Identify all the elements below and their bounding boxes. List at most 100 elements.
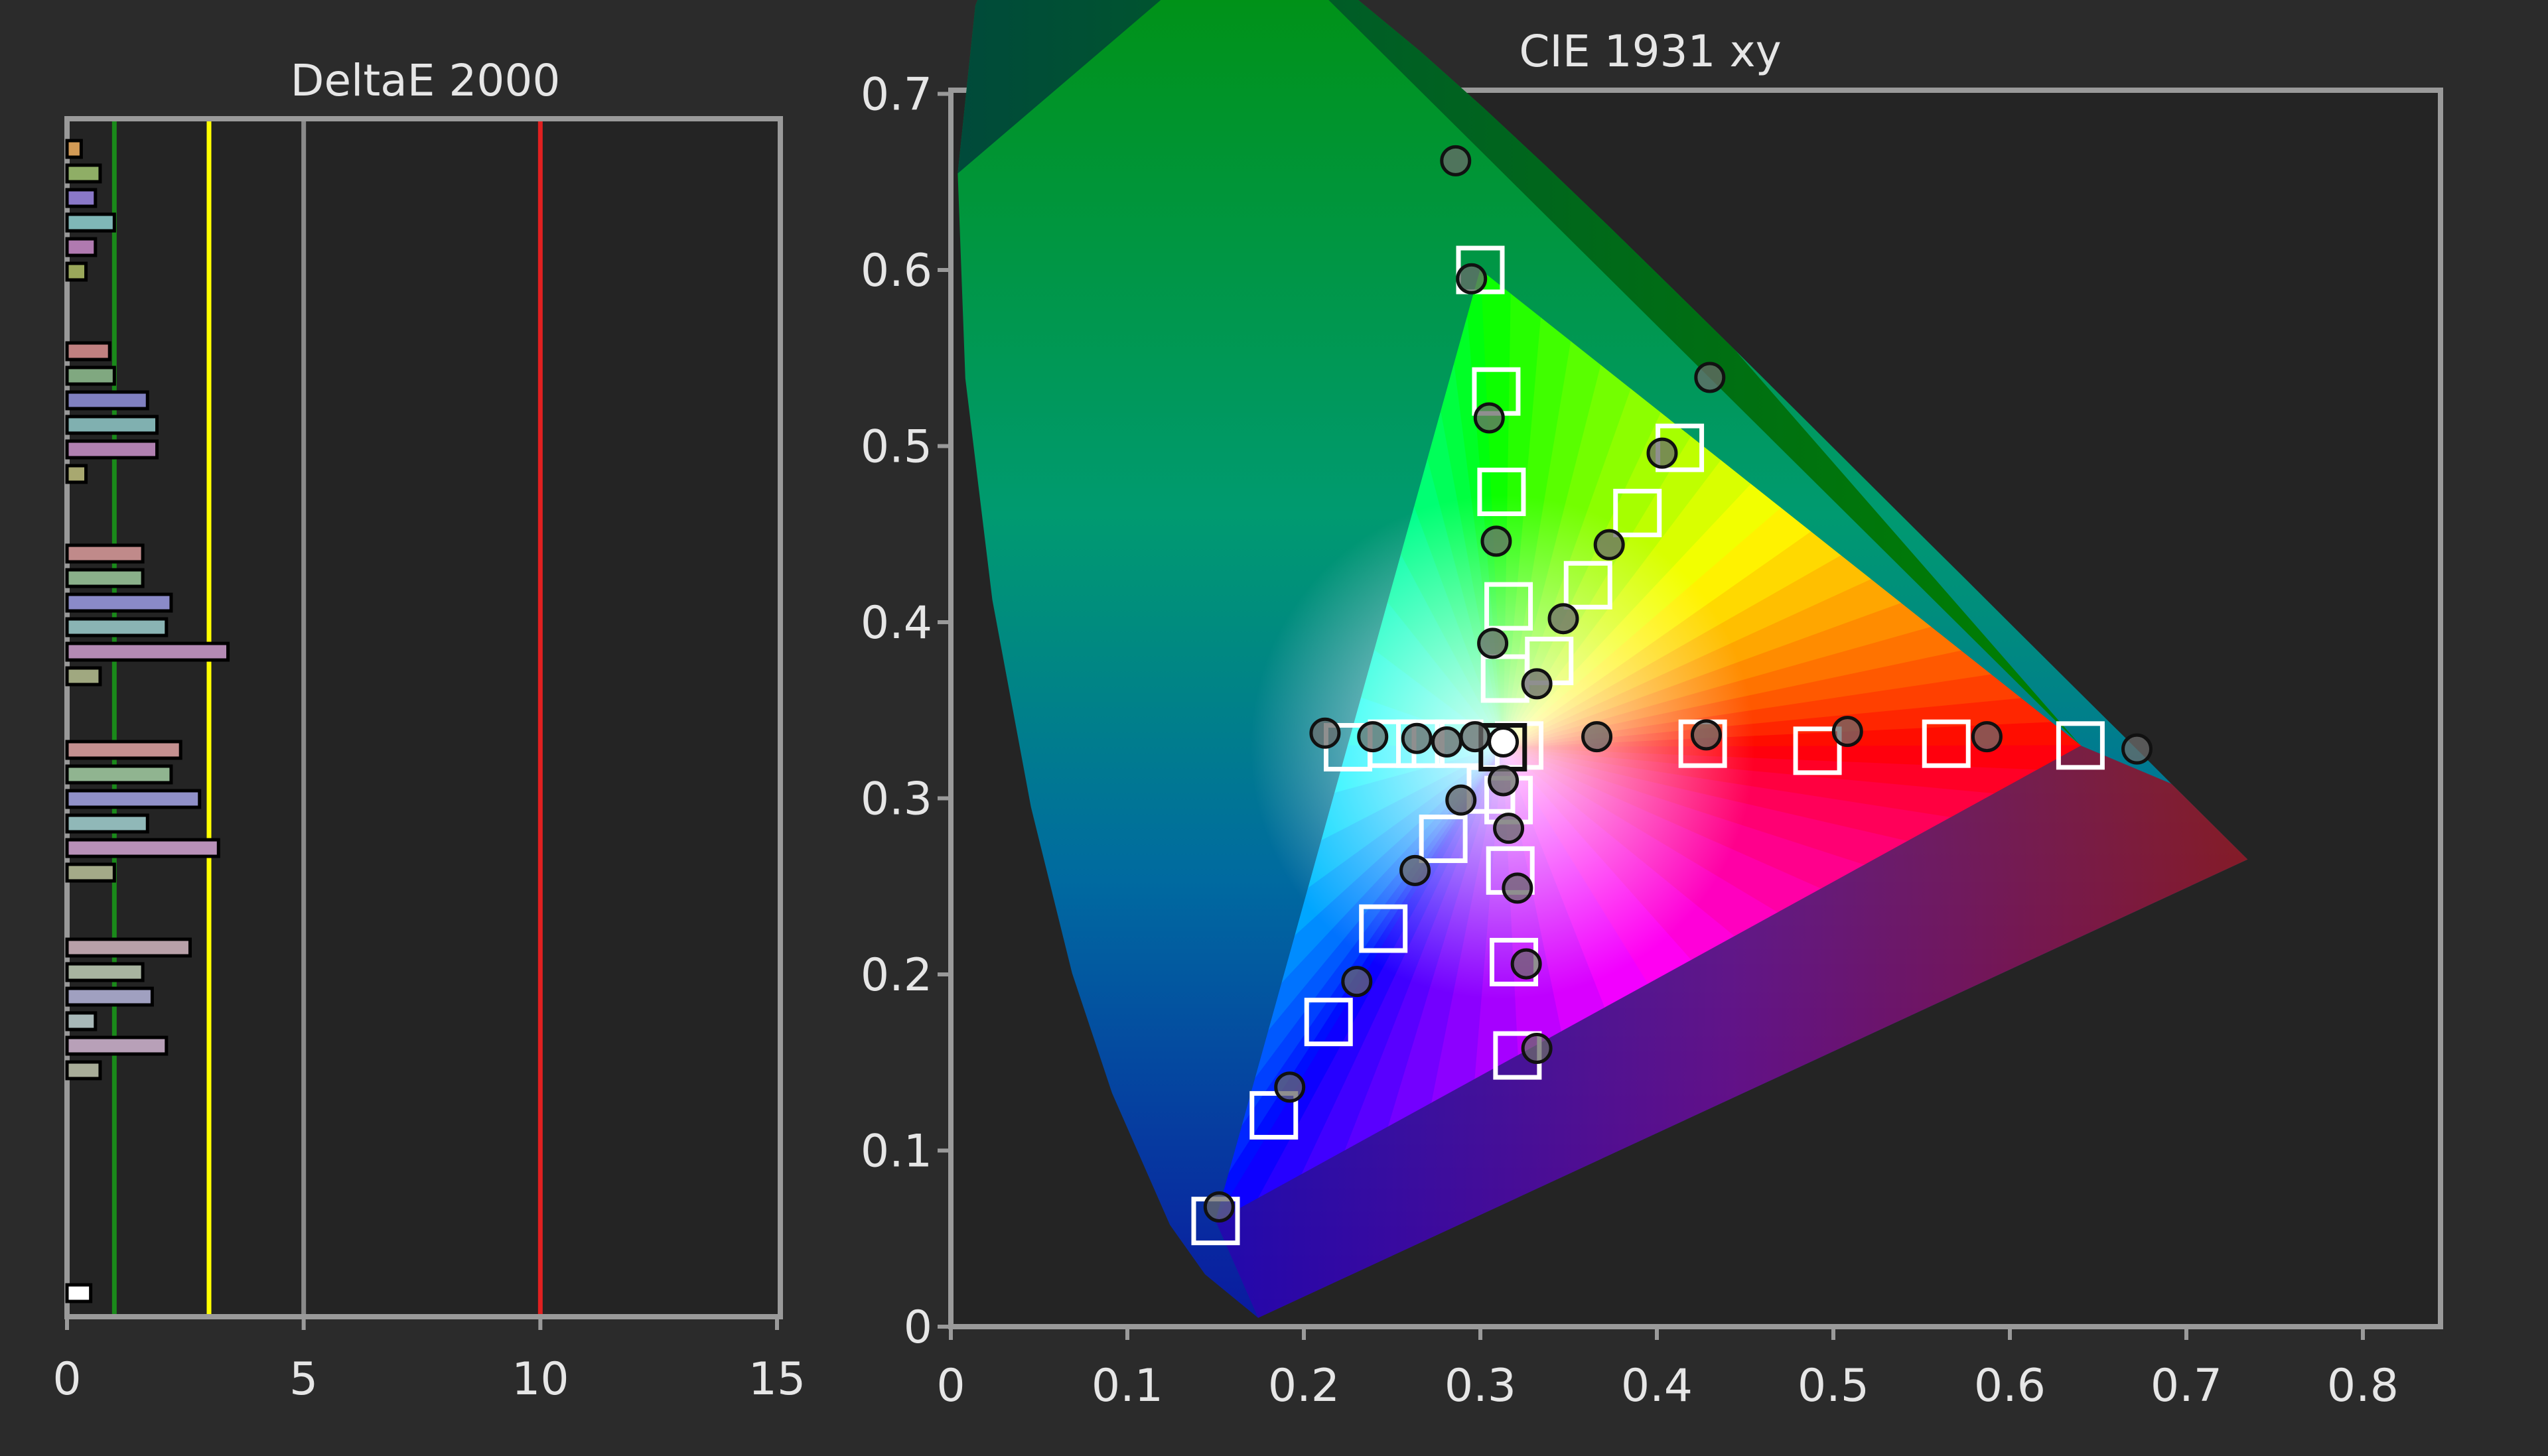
- cie-measured-point: [1502, 872, 1533, 904]
- deltae-tick-label: 5: [289, 1353, 318, 1406]
- cie-target-square: [1922, 719, 1971, 768]
- cie-measured-point: [1401, 722, 1433, 754]
- deltae-bar: [65, 740, 182, 760]
- cie-y-tick-label: 0: [904, 1301, 932, 1354]
- deltae-reference-lines: [111, 121, 543, 1314]
- cie-x-tick-label: 0.5: [1798, 1360, 1869, 1412]
- cie-chart: CIE 1931 xy 0 0.1 0.2 0.3 0.4 0.5 0.6 0.7 0.8 0 0.…: [861, 0, 2443, 1413]
- cie-target-square: [1304, 998, 1353, 1047]
- deltae-bar: [65, 163, 102, 184]
- cie-x-tick-label: 0: [936, 1360, 965, 1412]
- cie-x-tick-label: 0.2: [1268, 1360, 1340, 1412]
- deltae-bar: [65, 641, 230, 662]
- deltae-bar: [65, 341, 111, 362]
- cie-measured-point: [1581, 721, 1613, 753]
- cie-measured-point: [1477, 628, 1509, 659]
- deltae-bar: [65, 1011, 98, 1031]
- cie-measured-point: [1521, 1033, 1553, 1065]
- cie-target-square: [1484, 582, 1533, 631]
- deltae-bar: [65, 838, 220, 858]
- cie-measured-point: [1690, 719, 1722, 751]
- deltae-white-bar: [65, 1283, 93, 1303]
- cie-measured-point: [1646, 437, 1678, 469]
- deltae-bar: [65, 617, 169, 637]
- cie-measured-point: [1357, 721, 1389, 753]
- deltae-bar: [65, 188, 98, 208]
- deltae-bar: [65, 1035, 169, 1056]
- deltae-title: DeltaE 2000: [291, 55, 561, 106]
- cie-measured-point: [1547, 603, 1579, 635]
- cie-measured-point: [1399, 854, 1431, 886]
- cie-target-square: [1613, 488, 1662, 537]
- cie-measured-point: [1593, 529, 1625, 561]
- cie-measured-point: [1694, 362, 1726, 393]
- deltae-bar: [65, 1060, 102, 1081]
- cie-measured-point: [1456, 263, 1488, 295]
- cie-x-tick-label: 0.1: [1092, 1360, 1163, 1412]
- cie-title: CIE 1931 xy: [1519, 26, 1781, 77]
- cie-measured-point: [1831, 716, 1863, 748]
- deltae-bars: [65, 139, 230, 1303]
- cie-target-square: [1563, 561, 1612, 610]
- cie-y-tick-label: 0.6: [861, 245, 932, 297]
- cie-x-tick-label: 0.3: [1445, 1360, 1516, 1412]
- cie-y-tick-label: 0.3: [861, 773, 932, 826]
- cie-target-square: [1359, 904, 1408, 953]
- cie-measured-point: [1473, 402, 1505, 434]
- deltae-bar: [65, 937, 192, 958]
- cie-x-tick-label: 0.4: [1621, 1360, 1693, 1412]
- cie-measured-point: [1309, 717, 1341, 749]
- cie-measured-point: [1203, 1191, 1235, 1223]
- cie-measured-point: [1341, 966, 1373, 998]
- cie-target-square: [2056, 721, 2105, 770]
- deltae-bar: [65, 543, 145, 564]
- deltae-bar: [65, 592, 173, 613]
- cie-measured-point: [1971, 721, 2003, 753]
- cie-target-square: [1419, 815, 1468, 864]
- cie-measured-point: [1493, 813, 1525, 844]
- cie-target-square: [1249, 1091, 1299, 1140]
- deltae-bar: [65, 568, 145, 588]
- deltae-plot-area: [64, 116, 783, 1319]
- deltae-bar: [65, 862, 116, 883]
- deltae-x-axis: 0 5 10 15: [52, 1317, 806, 1406]
- deltae-bar: [65, 764, 173, 785]
- deltae-tick-label: 0: [52, 1353, 81, 1406]
- locus-green: [957, 0, 2081, 746]
- deltae-bar: [65, 464, 88, 484]
- cie-target-square: [1456, 245, 1505, 295]
- deltae-tick-label: 15: [748, 1353, 806, 1406]
- deltae-bar: [65, 212, 116, 233]
- cie-target-square: [1793, 726, 1842, 775]
- cie-gamut: [1214, 269, 2082, 1223]
- cie-x-tick-label: 0.8: [2327, 1360, 2399, 1412]
- cie-measured-point: [1510, 948, 1542, 980]
- cie-measured-point: [1445, 784, 1477, 816]
- cie-measured-white: [1488, 726, 1520, 758]
- deltae-bar: [65, 789, 202, 809]
- deltae-bar: [65, 261, 88, 282]
- cie-measured: [1203, 145, 2153, 1223]
- deltae-bar: [65, 365, 116, 386]
- cie-y-tick-label: 0.5: [861, 421, 932, 474]
- deltae-bar: [65, 415, 159, 435]
- cie-x-tick-label: 0.6: [1974, 1360, 2046, 1412]
- cie-y-tick-label: 0.4: [861, 597, 932, 649]
- cie-y-tick-label: 0.2: [861, 949, 932, 1002]
- deltae-bar: [65, 390, 149, 411]
- cie-y-tick-label: 0.1: [861, 1126, 932, 1178]
- cie-axes: 0 0.1 0.2 0.3 0.4 0.5 0.6 0.7 0.8 0 0.1 0.2 0.3 0.4 0.…: [861, 69, 2399, 1413]
- deltae-bar: [65, 439, 159, 460]
- cie-measured-point: [1431, 726, 1462, 758]
- cie-measured-point: [1459, 721, 1491, 753]
- deltae-bar: [65, 237, 98, 257]
- deltae-bar: [65, 986, 154, 1007]
- deltae-bar: [65, 813, 149, 834]
- cie-x-tick-label: 0.7: [2151, 1360, 2222, 1412]
- locus-purple: [1216, 745, 2248, 1318]
- cie-measured-point: [1480, 525, 1512, 557]
- cie-target-square: [1477, 468, 1526, 517]
- deltae-tick-label: 10: [512, 1353, 569, 1406]
